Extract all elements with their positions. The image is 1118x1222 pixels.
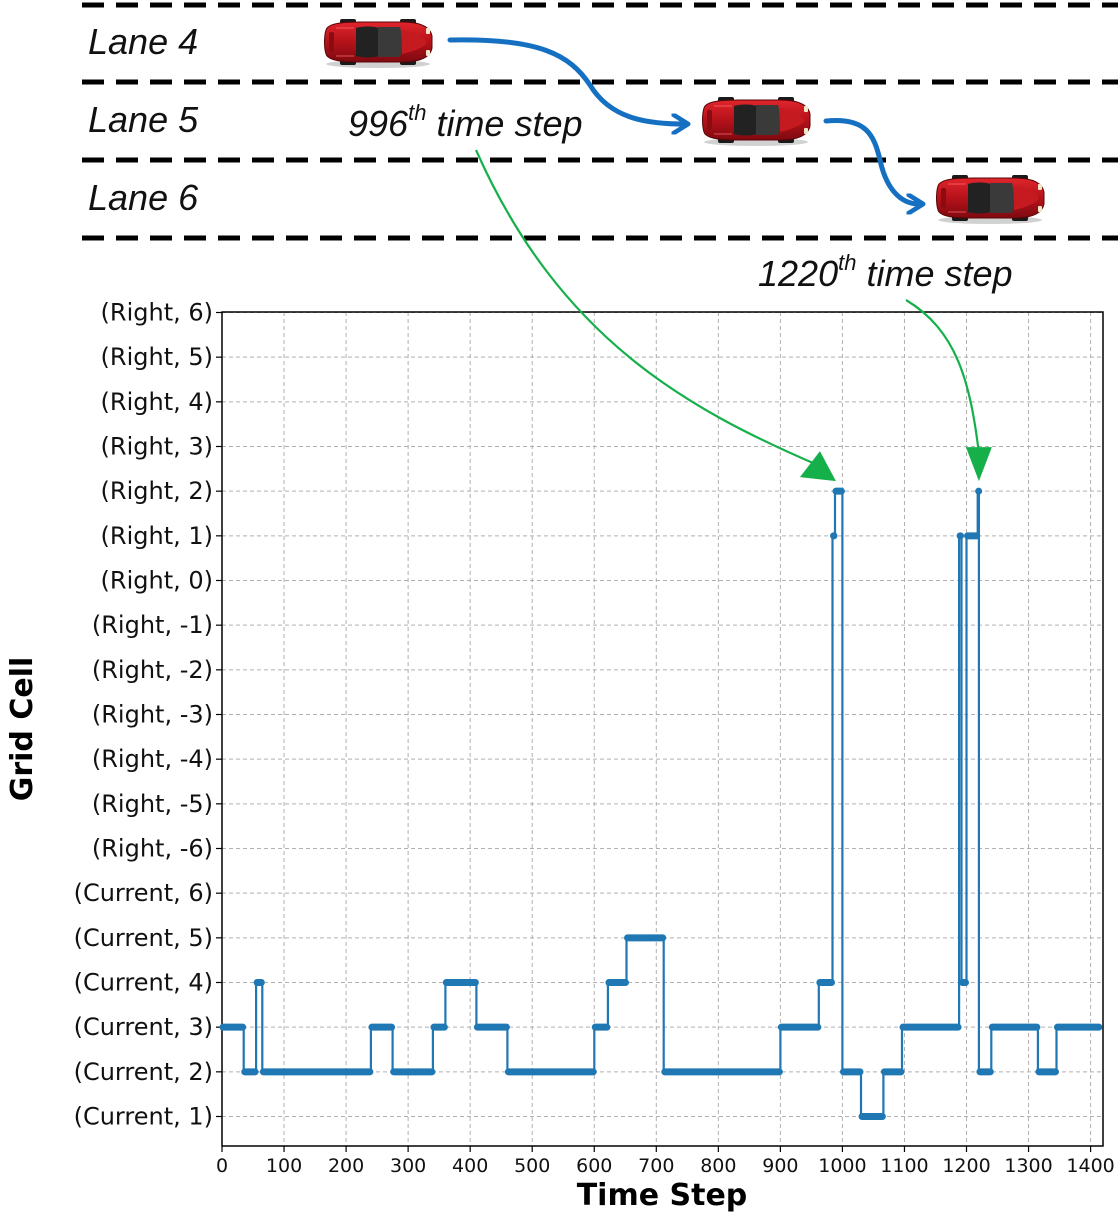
y-axis-title: Grid Cell (5, 657, 40, 802)
y-tick-label: (Right, -2) (92, 656, 213, 684)
x-tick-label: 1200 (942, 1155, 990, 1177)
x-axis-ticks: 0 100 200 300 400 500 600 700 800 900 1000 1100 1200… (216, 1146, 1115, 1177)
annotation-1220: 1220th time step (758, 250, 1013, 294)
pointer-arrow-line (474, 149, 819, 467)
y-tick-label: (Current, 4) (74, 969, 213, 997)
x-tick-label: 600 (576, 1155, 612, 1177)
x-tick-label: 200 (328, 1155, 364, 1177)
lane-label-4: Lane 4 (88, 21, 198, 62)
y-tick-label: (Right, 2) (101, 477, 213, 505)
y-tick-label: (Current, 3) (74, 1013, 213, 1041)
pointer-arrow-line (905, 299, 981, 454)
y-tick-label: (Right, 3) (101, 433, 213, 461)
x-axis-title: Time Step (577, 1178, 748, 1213)
y-tick-label: (Right, 0) (101, 567, 213, 595)
x-tick-label: 100 (266, 1155, 302, 1177)
lane-change-arrow (823, 117, 919, 204)
x-tick-label: 700 (638, 1155, 674, 1177)
x-tick-label: 1100 (880, 1155, 928, 1177)
chart: 0 100 200 300 400 500 600 700 800 900 1000 1100 1200… (5, 299, 1115, 1214)
pointer-arrow-head (799, 451, 836, 482)
car-icon (935, 174, 1045, 224)
y-tick-label: (Right, -1) (92, 611, 213, 639)
y-tick-label: (Right, -3) (92, 701, 213, 729)
x-tick-label: 400 (452, 1155, 488, 1177)
y-axis-ticks: (Current, 1) (Current, 2) (Current, 3) (Cur… (74, 299, 222, 1131)
y-tick-label: (Current, 5) (74, 924, 213, 952)
plot-frame (221, 311, 1104, 1147)
y-tick-label: (Current, 2) (74, 1058, 213, 1086)
car-icon (323, 18, 433, 68)
y-tick-label: (Right, 4) (101, 388, 213, 416)
grid-horizontal (222, 312, 1103, 1117)
grid-vertical (221, 312, 1092, 1146)
y-tick-label: (Right, 1) (101, 522, 213, 550)
series-path (222, 490, 1100, 1118)
x-tick-label: 1300 (1004, 1155, 1052, 1177)
y-tick-label: (Current, 6) (74, 879, 213, 907)
y-tick-label: (Right, -4) (92, 745, 213, 773)
x-tick-label: 1000 (818, 1155, 866, 1177)
annotation-996: 996th time step (348, 100, 583, 144)
y-tick-label: (Right, -5) (92, 790, 213, 818)
lane-change-arrow (447, 37, 684, 124)
y-tick-label: (Right, 6) (101, 299, 213, 327)
lane-scene: Lane 4 Lane 5 Lane 6 996th time step 122… (82, 2, 1118, 294)
x-tick-label: 0 (216, 1155, 228, 1177)
series-line (219, 487, 1103, 1120)
x-tick-label: 1400 (1066, 1155, 1114, 1177)
x-tick-label: 900 (762, 1155, 798, 1177)
lane-label-6: Lane 6 (88, 177, 199, 218)
x-tick-label: 800 (700, 1155, 736, 1177)
y-tick-label: (Right, 5) (101, 343, 213, 371)
y-tick-label: (Right, -6) (92, 835, 213, 863)
pointer-arrows (474, 149, 992, 482)
y-tick-label: (Current, 1) (74, 1103, 213, 1131)
x-tick-label: 500 (514, 1155, 550, 1177)
pointer-arrow-head (965, 447, 992, 482)
car-icon (701, 96, 811, 146)
x-tick-label: 300 (390, 1155, 426, 1177)
lane-label-5: Lane 5 (88, 99, 199, 140)
